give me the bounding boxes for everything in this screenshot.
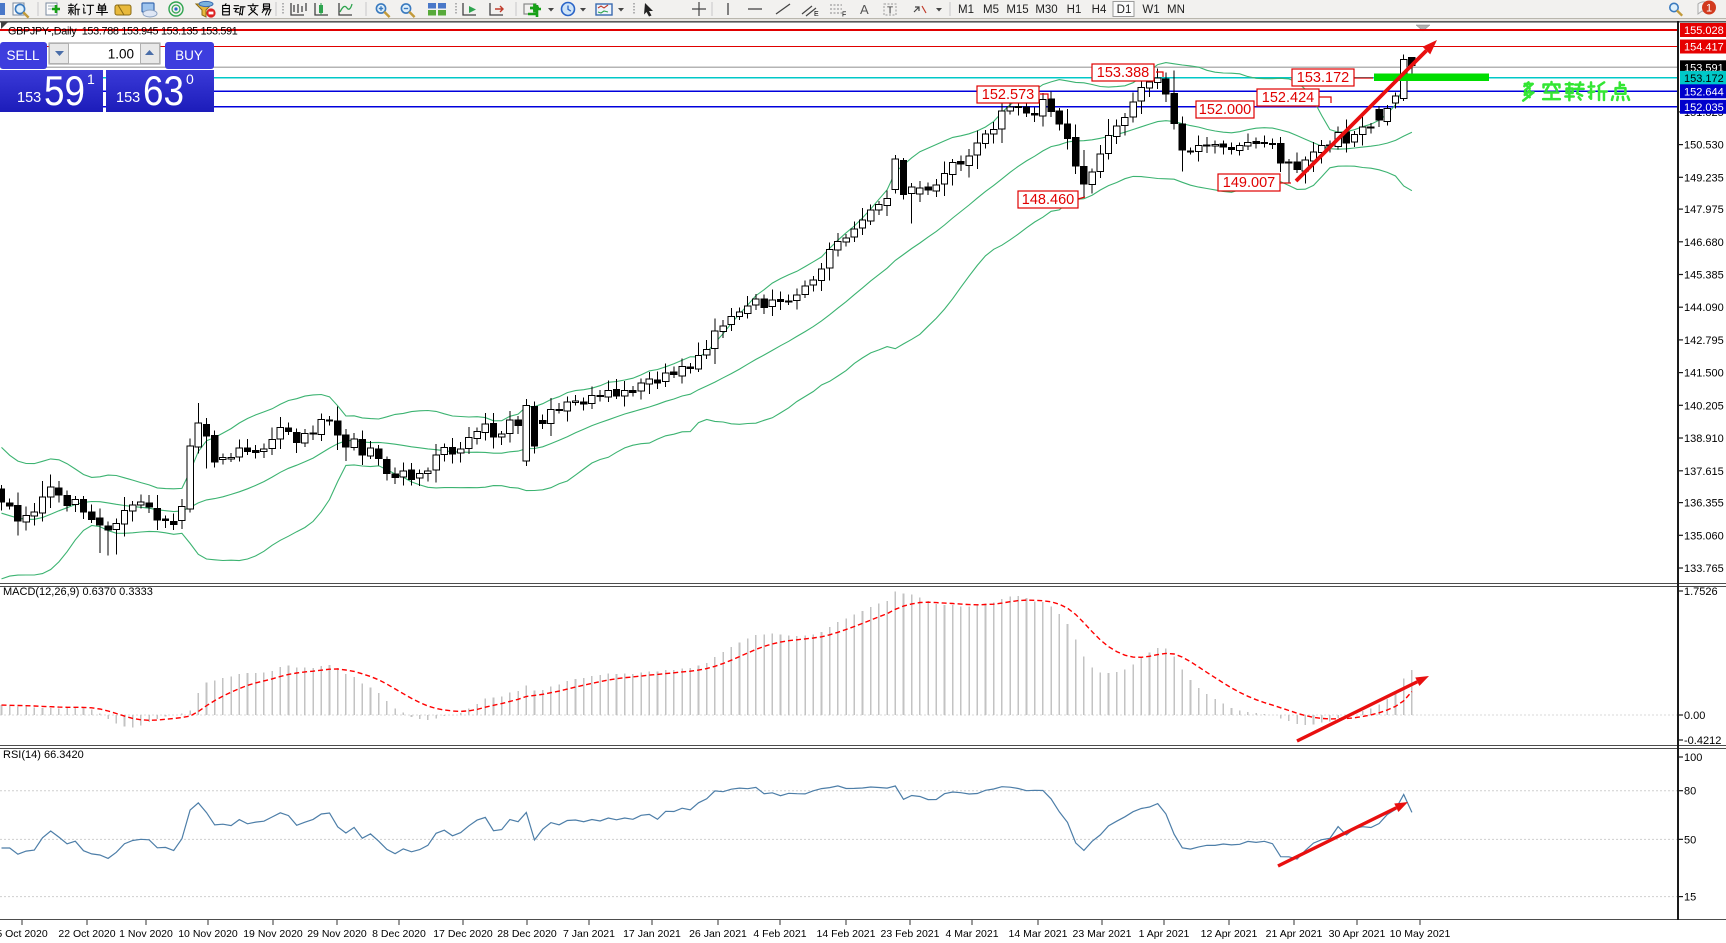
svg-text:63: 63 bbox=[143, 67, 184, 114]
svg-text:135.060: 135.060 bbox=[1684, 530, 1724, 542]
svg-text:T: T bbox=[887, 6, 893, 17]
svg-text:138.910: 138.910 bbox=[1684, 433, 1724, 445]
svg-text:152.000: 152.000 bbox=[1199, 102, 1251, 118]
svg-text:50: 50 bbox=[1684, 834, 1696, 846]
svg-text:23 Mar 2021: 23 Mar 2021 bbox=[1073, 928, 1132, 940]
svg-text:100: 100 bbox=[1684, 752, 1702, 764]
svg-text:30 Apr 2021: 30 Apr 2021 bbox=[1329, 928, 1386, 940]
svg-text:141.500: 141.500 bbox=[1684, 368, 1724, 380]
svg-text:F: F bbox=[842, 12, 846, 19]
svg-text:150.530: 150.530 bbox=[1684, 140, 1724, 152]
svg-text:12 Apr 2021: 12 Apr 2021 bbox=[1201, 928, 1258, 940]
svg-text:GBPJPY-,Daily 153.788 153.945: GBPJPY-,Daily 153.788 153.945 153.135 15… bbox=[8, 26, 238, 38]
svg-text:59: 59 bbox=[44, 67, 85, 114]
svg-text:145.385: 145.385 bbox=[1684, 270, 1724, 282]
svg-text:H1: H1 bbox=[1067, 4, 1082, 16]
svg-text:155.028: 155.028 bbox=[1684, 25, 1724, 37]
svg-text:1.7526: 1.7526 bbox=[1684, 586, 1718, 598]
svg-text:136.355: 136.355 bbox=[1684, 498, 1724, 510]
svg-text:153.172: 153.172 bbox=[1684, 73, 1724, 85]
svg-text:26 Jan 2021: 26 Jan 2021 bbox=[689, 928, 747, 940]
svg-text:1: 1 bbox=[87, 71, 95, 87]
svg-text:BUY: BUY bbox=[175, 48, 203, 63]
svg-text:146.680: 146.680 bbox=[1684, 237, 1724, 249]
svg-text:4 Mar 2021: 4 Mar 2021 bbox=[945, 928, 998, 940]
svg-text:M1: M1 bbox=[958, 4, 974, 16]
svg-text:142.795: 142.795 bbox=[1684, 335, 1724, 347]
svg-text:140.205: 140.205 bbox=[1684, 400, 1724, 412]
svg-text:MN: MN bbox=[1167, 4, 1185, 16]
svg-text:RSI(14) 66.3420: RSI(14) 66.3420 bbox=[3, 749, 84, 761]
svg-text:0.00: 0.00 bbox=[1684, 710, 1705, 722]
svg-text:8 Dec 2020: 8 Dec 2020 bbox=[372, 928, 426, 940]
svg-text:M30: M30 bbox=[1035, 4, 1057, 16]
svg-text:149.235: 149.235 bbox=[1684, 172, 1724, 184]
svg-text:4 Feb 2021: 4 Feb 2021 bbox=[753, 928, 806, 940]
svg-text:147.975: 147.975 bbox=[1684, 204, 1724, 216]
svg-text:A: A bbox=[860, 2, 869, 17]
svg-text:152.573: 152.573 bbox=[982, 87, 1034, 103]
svg-text:19 Nov 2020: 19 Nov 2020 bbox=[243, 928, 303, 940]
svg-text:152.424: 152.424 bbox=[1262, 90, 1314, 106]
svg-text:153.388: 153.388 bbox=[1097, 65, 1149, 81]
svg-text:17 Dec 2020: 17 Dec 2020 bbox=[433, 928, 493, 940]
svg-text:153: 153 bbox=[116, 90, 140, 106]
svg-text:14 Mar 2021: 14 Mar 2021 bbox=[1009, 928, 1068, 940]
svg-text:137.615: 137.615 bbox=[1684, 466, 1724, 478]
svg-text:M15: M15 bbox=[1006, 4, 1028, 16]
svg-text:23 Feb 2021: 23 Feb 2021 bbox=[881, 928, 940, 940]
svg-text:-0.4212: -0.4212 bbox=[1684, 735, 1721, 747]
svg-text:10 Nov 2020: 10 Nov 2020 bbox=[178, 928, 238, 940]
svg-text:152.644: 152.644 bbox=[1684, 86, 1724, 98]
svg-text:17 Jan 2021: 17 Jan 2021 bbox=[623, 928, 681, 940]
svg-text:1.00: 1.00 bbox=[108, 47, 134, 62]
svg-text:D1: D1 bbox=[1117, 4, 1132, 16]
svg-text:29 Nov 2020: 29 Nov 2020 bbox=[307, 928, 367, 940]
svg-text:154.417: 154.417 bbox=[1684, 42, 1724, 54]
svg-text:1 Apr 2021: 1 Apr 2021 bbox=[1139, 928, 1190, 940]
svg-text:148.460: 148.460 bbox=[1022, 192, 1074, 208]
svg-text:149.007: 149.007 bbox=[1223, 175, 1275, 191]
svg-text:153.172: 153.172 bbox=[1297, 70, 1349, 86]
svg-text:152.035: 152.035 bbox=[1684, 102, 1724, 114]
svg-text:SELL: SELL bbox=[6, 48, 40, 63]
svg-text:133.765: 133.765 bbox=[1684, 563, 1724, 575]
svg-text:5 Oct 2020: 5 Oct 2020 bbox=[0, 928, 48, 940]
svg-text:15: 15 bbox=[1684, 892, 1696, 904]
svg-text:0: 0 bbox=[186, 71, 194, 87]
svg-text:153: 153 bbox=[17, 90, 41, 106]
svg-text:22 Oct 2020: 22 Oct 2020 bbox=[58, 928, 115, 940]
svg-text:28 Dec 2020: 28 Dec 2020 bbox=[497, 928, 557, 940]
svg-text:1 Nov 2020: 1 Nov 2020 bbox=[119, 928, 173, 940]
svg-text:7 Jan 2021: 7 Jan 2021 bbox=[563, 928, 615, 940]
svg-text:1: 1 bbox=[1706, 3, 1712, 15]
svg-text:10 May 2021: 10 May 2021 bbox=[1390, 928, 1451, 940]
svg-text:E: E bbox=[814, 11, 819, 18]
svg-text:21 Apr 2021: 21 Apr 2021 bbox=[1266, 928, 1323, 940]
svg-text:MACD(12,26,9) 0.6370 0.3333: MACD(12,26,9) 0.6370 0.3333 bbox=[3, 586, 153, 598]
svg-text:144.090: 144.090 bbox=[1684, 302, 1724, 314]
svg-text:W1: W1 bbox=[1142, 4, 1159, 16]
svg-text:80: 80 bbox=[1684, 786, 1696, 798]
svg-text:H4: H4 bbox=[1092, 4, 1107, 16]
svg-text:14 Feb 2021: 14 Feb 2021 bbox=[817, 928, 876, 940]
svg-text:M5: M5 bbox=[983, 4, 999, 16]
